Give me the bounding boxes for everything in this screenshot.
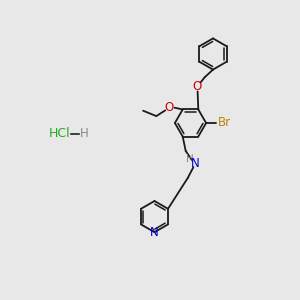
Text: HCl: HCl bbox=[49, 127, 71, 140]
Text: Br: Br bbox=[218, 116, 231, 130]
Text: H: H bbox=[80, 127, 89, 140]
Text: N: N bbox=[191, 157, 200, 170]
Text: N: N bbox=[150, 226, 159, 239]
Text: O: O bbox=[193, 80, 202, 93]
Text: H: H bbox=[186, 154, 194, 164]
Text: O: O bbox=[165, 101, 174, 114]
